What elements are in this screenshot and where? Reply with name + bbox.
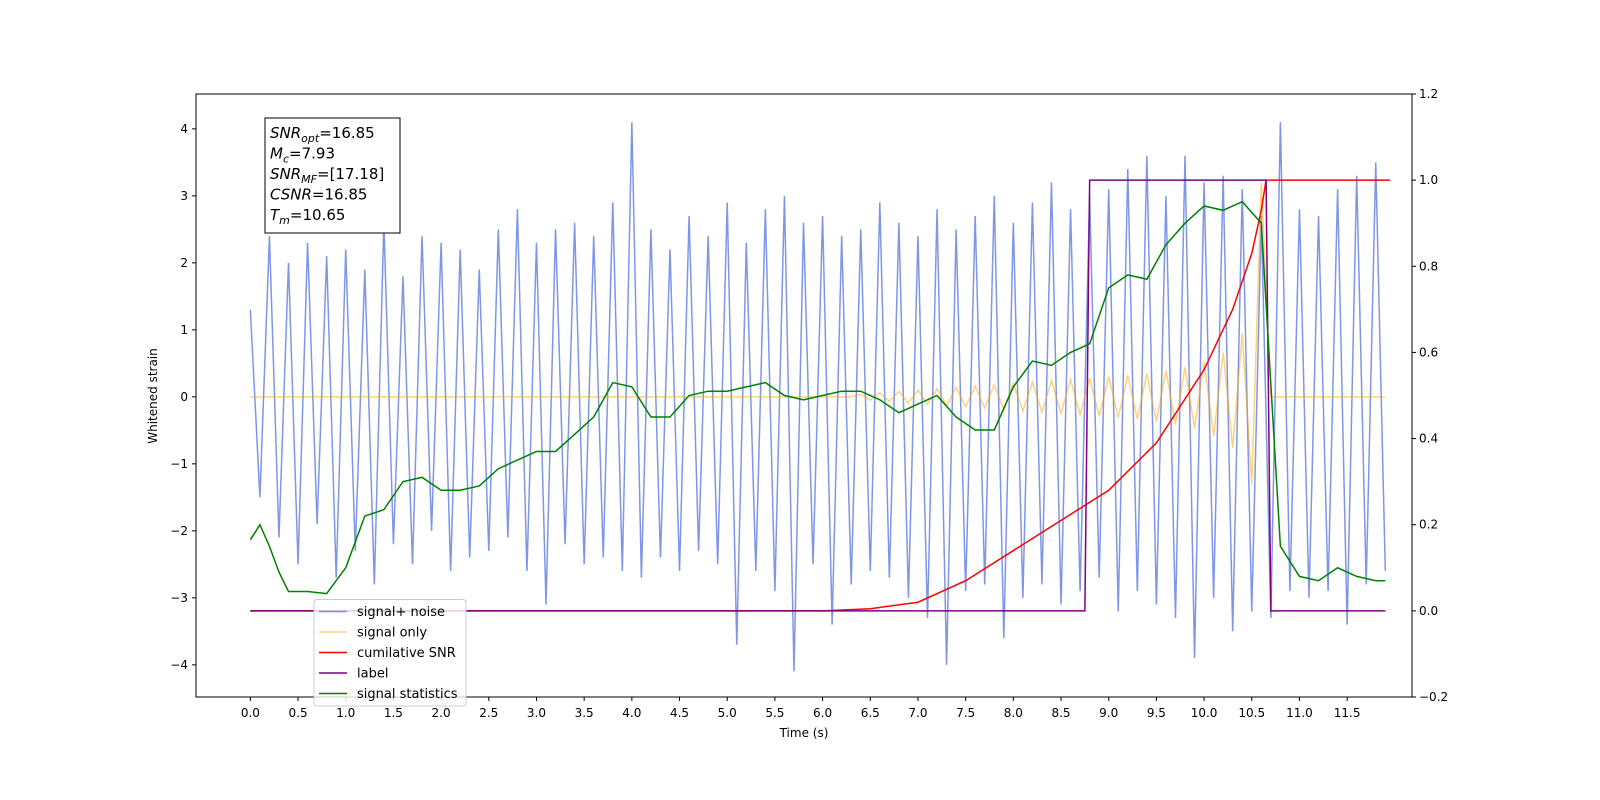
annotation-value: =[17.18] [317,165,384,183]
y-tick-label: −3 [170,591,188,605]
x-tick-label: 0.5 [289,706,308,720]
x-tick-label: 2.5 [479,706,498,720]
y-tick-label: −2 [170,524,188,538]
y2-tick-label: 0.6 [1419,345,1438,359]
x-tick-label: 5.5 [765,706,784,720]
series-line [250,179,1386,612]
y2-tick-label: 1.2 [1419,87,1438,101]
x-tick-label: 9.5 [1147,706,1166,720]
x-tick-label: 10.5 [1238,706,1265,720]
x-axis-label: Time (s) [779,726,829,740]
annotation-line: SNRMF=[17.18] [270,165,384,186]
x-tick-label: 11.5 [1334,706,1361,720]
y-tick-label: 4 [180,122,188,136]
series-line [250,179,1391,612]
x-tick-label: 8.5 [1051,706,1070,720]
annotation-line: Tm=10.65 [270,206,345,227]
y2-tick-label: 0.8 [1419,259,1438,273]
series-line [249,200,1386,595]
x-tick-label: 11.0 [1286,706,1313,720]
x-tick-label: 5.0 [718,706,737,720]
annotation-symbol: SNR [270,165,301,183]
y-tick-label: 1 [180,323,188,337]
y-tick-label: 3 [180,189,188,203]
legend-label: label [357,667,388,682]
annotation-symbol: SNR [270,124,301,142]
x-tick-label: 3.0 [527,706,546,720]
annotation-value: =16.85 [312,186,368,204]
legend-label: signal only [357,626,427,641]
y2-tick-label: −0.2 [1419,690,1448,704]
x-tick-label: 4.5 [670,706,689,720]
plot-frame [195,93,1413,698]
annotation-box [264,117,401,234]
annotation-subscript: m [279,214,290,227]
legend-box [313,599,467,707]
annotation-value: =16.85 [319,124,375,142]
annotation-line: Mc=7.93 [270,145,335,166]
x-tick-label: 0.0 [241,706,260,720]
legend-label: signal statistics [357,687,458,702]
annotation-subscript: MF [301,173,317,186]
plot-area [249,122,1391,672]
annotation-line: SNRopt=16.85 [270,124,375,145]
annotation-value: =10.65 [290,206,346,224]
y2-tick-label: 0.2 [1419,518,1438,532]
y2-tick-label: 0.0 [1419,604,1438,618]
legend-label: cumilative SNR [357,646,456,661]
y-tick-label: −1 [170,457,188,471]
annotation-subscript: opt [301,132,320,145]
x-tick-label: 6.0 [813,706,832,720]
annotation-value: =7.93 [289,145,335,163]
annotation-line: CSNR=16.85 [270,186,367,204]
x-tick-label: 7.5 [956,706,975,720]
annotation-symbol: CSNR [270,186,312,204]
series-line [249,122,1387,672]
x-tick-label: 9.0 [1099,706,1118,720]
x-tick-label: 10.0 [1191,706,1218,720]
x-tick-label: 6.5 [861,706,880,720]
annotation-subscript: c [283,153,289,166]
y-axis-label: Whitened strain [146,348,160,444]
y-tick-label: 2 [180,256,188,270]
x-tick-label: 7.0 [908,706,927,720]
legend-label: signal+ noise [357,605,445,620]
y-tick-label: 0 [180,390,188,404]
y2-tick-label: 0.4 [1419,432,1438,446]
x-tick-label: 1.5 [384,706,403,720]
y2-tick-label: 1.0 [1419,173,1438,187]
x-tick-label: 1.0 [336,706,355,720]
x-tick-label: 8.0 [1004,706,1023,720]
x-tick-label: 3.5 [575,706,594,720]
x-tick-label: 4.0 [622,706,641,720]
annotation-symbol: T [270,206,281,224]
y-tick-label: −4 [170,658,188,672]
x-tick-label: 2.0 [432,706,451,720]
annotation-symbol: M [270,145,283,163]
